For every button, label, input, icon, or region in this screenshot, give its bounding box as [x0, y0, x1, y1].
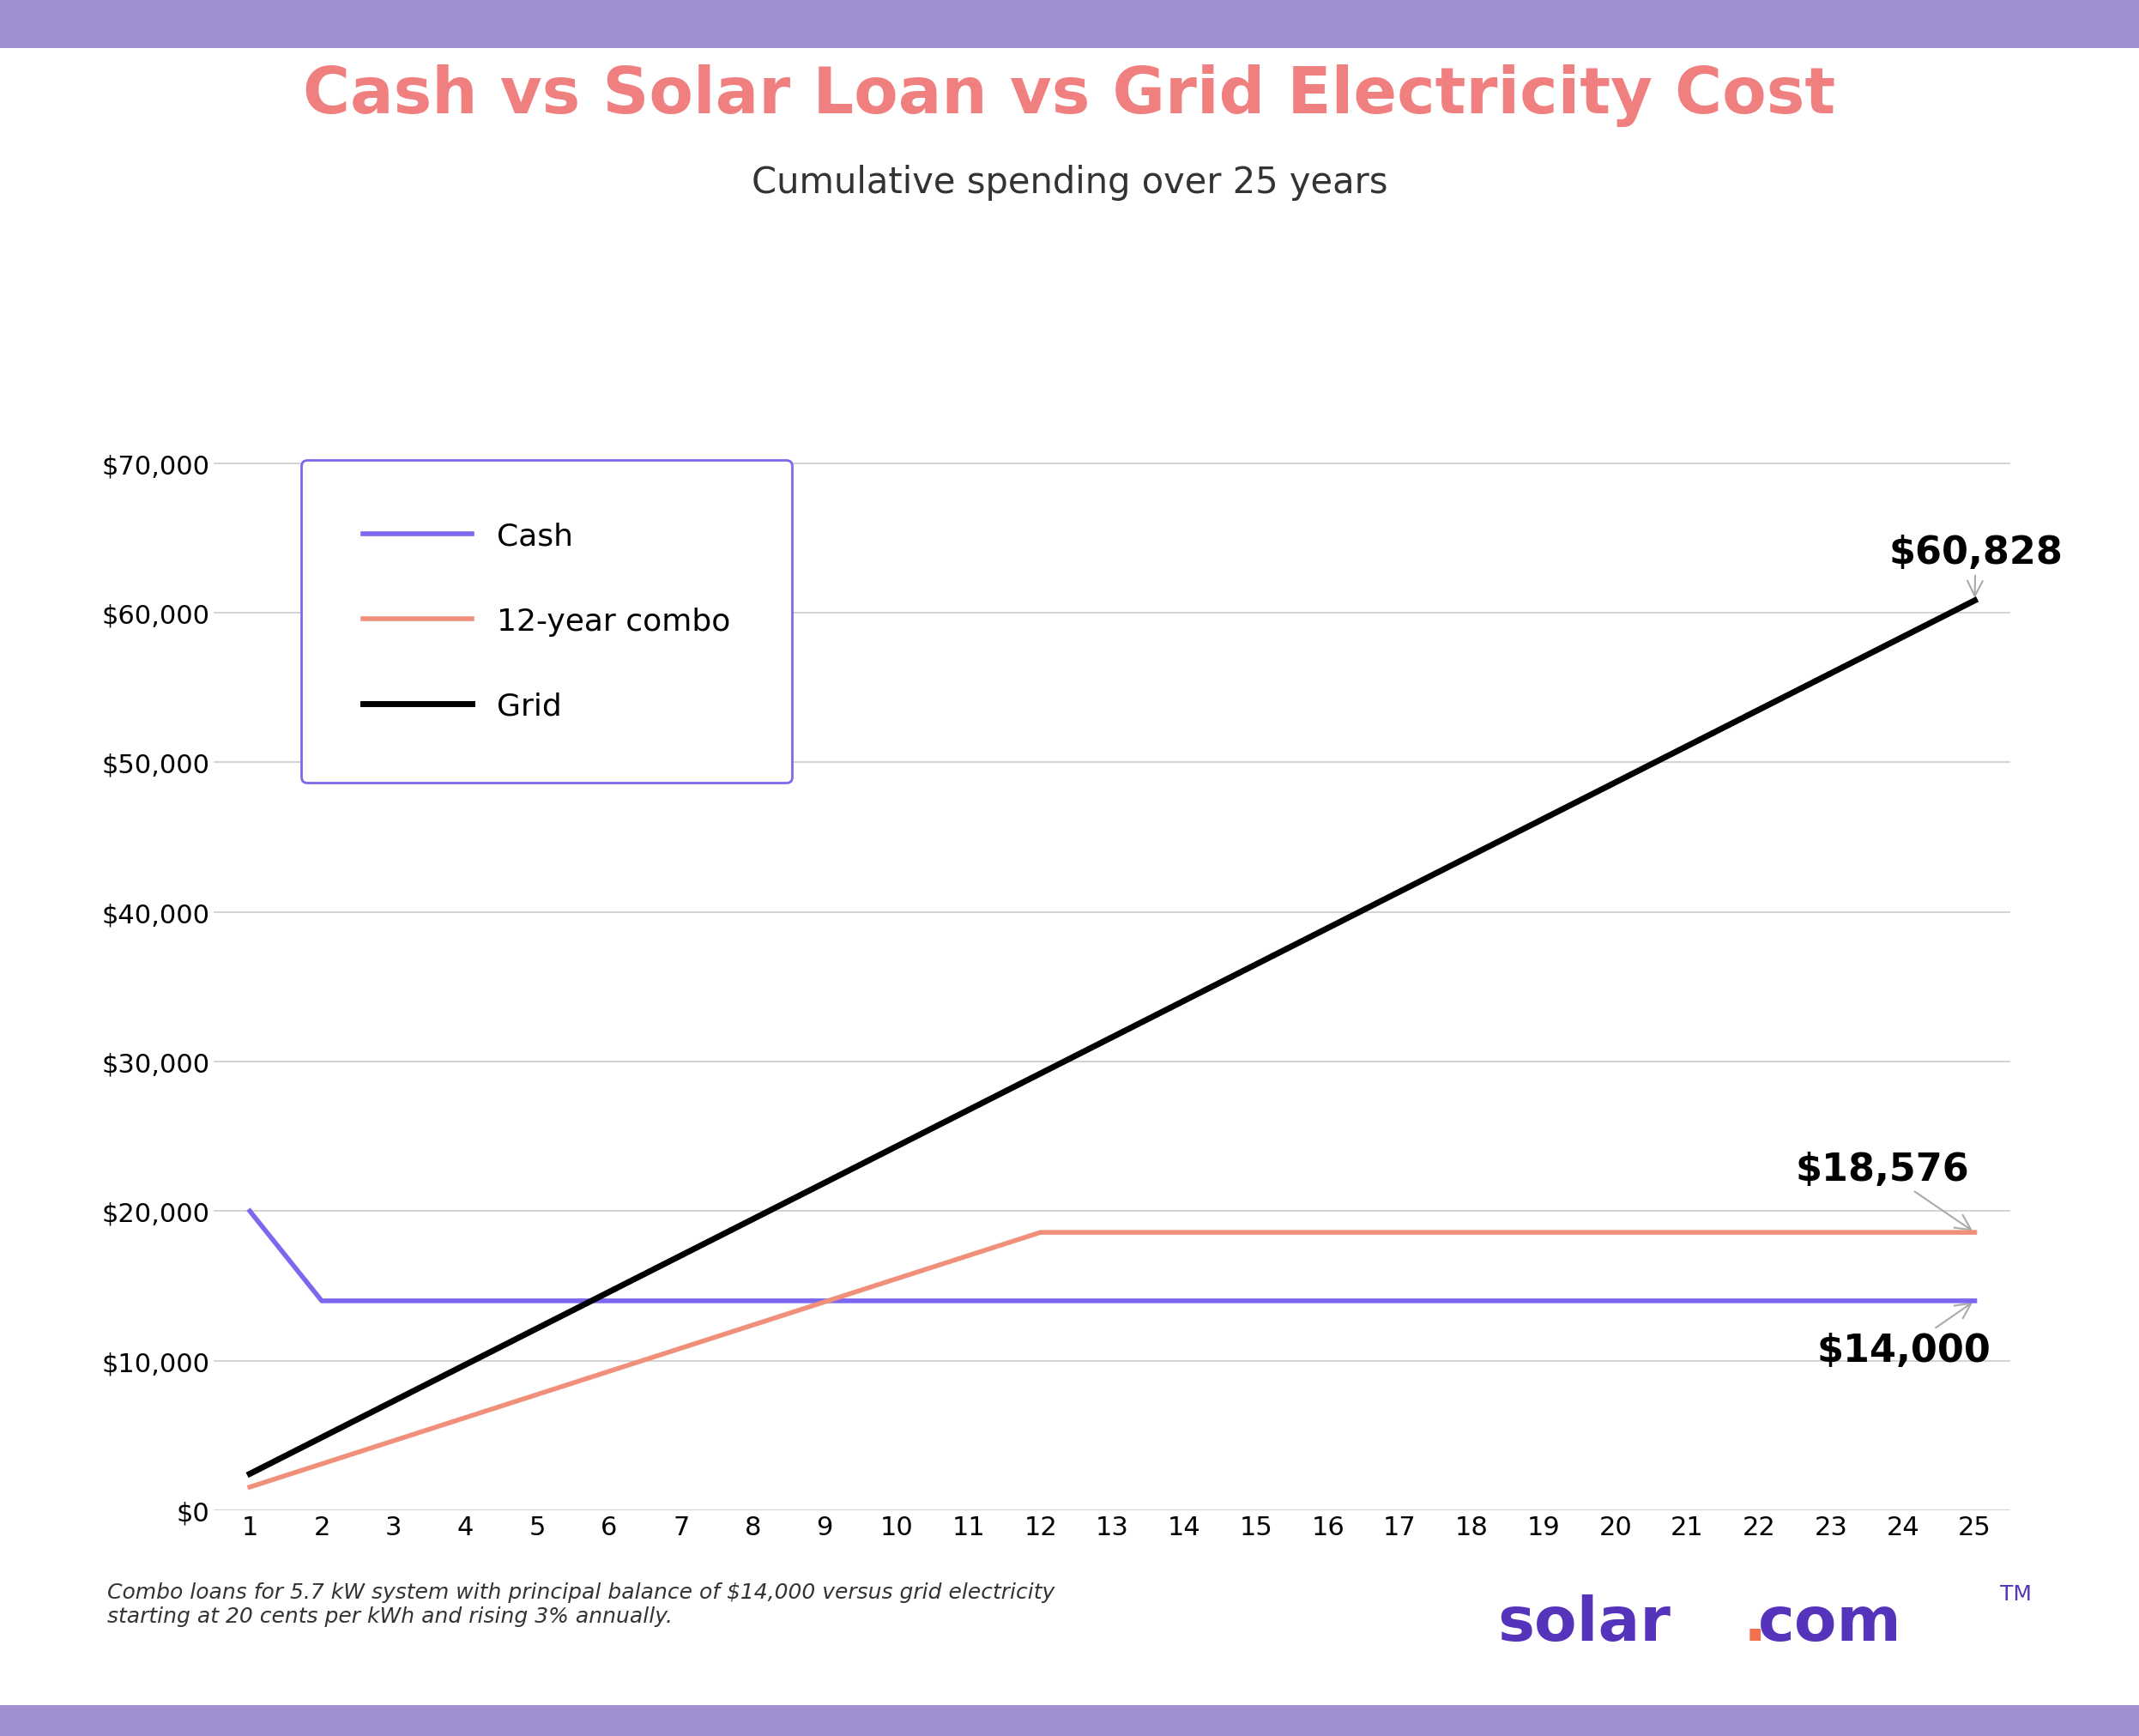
Text: $18,576: $18,576 — [1795, 1151, 1972, 1231]
Text: Cash vs Solar Loan vs Grid Electricity Cost: Cash vs Solar Loan vs Grid Electricity C… — [304, 64, 1835, 127]
Text: TM: TM — [2000, 1583, 2032, 1604]
Text: Combo loans for 5.7 kW system with principal balance of $14,000 versus grid elec: Combo loans for 5.7 kW system with princ… — [107, 1581, 1055, 1627]
Text: $14,000: $14,000 — [1816, 1304, 1991, 1368]
Text: .: . — [1743, 1594, 1767, 1653]
Text: solar: solar — [1497, 1594, 1671, 1653]
Text: Cumulative spending over 25 years: Cumulative spending over 25 years — [751, 165, 1388, 200]
Text: com: com — [1758, 1594, 1902, 1653]
Legend: Cash, 12-year combo, Grid: Cash, 12-year combo, Grid — [302, 460, 791, 783]
Text: $60,828: $60,828 — [1889, 535, 2062, 597]
